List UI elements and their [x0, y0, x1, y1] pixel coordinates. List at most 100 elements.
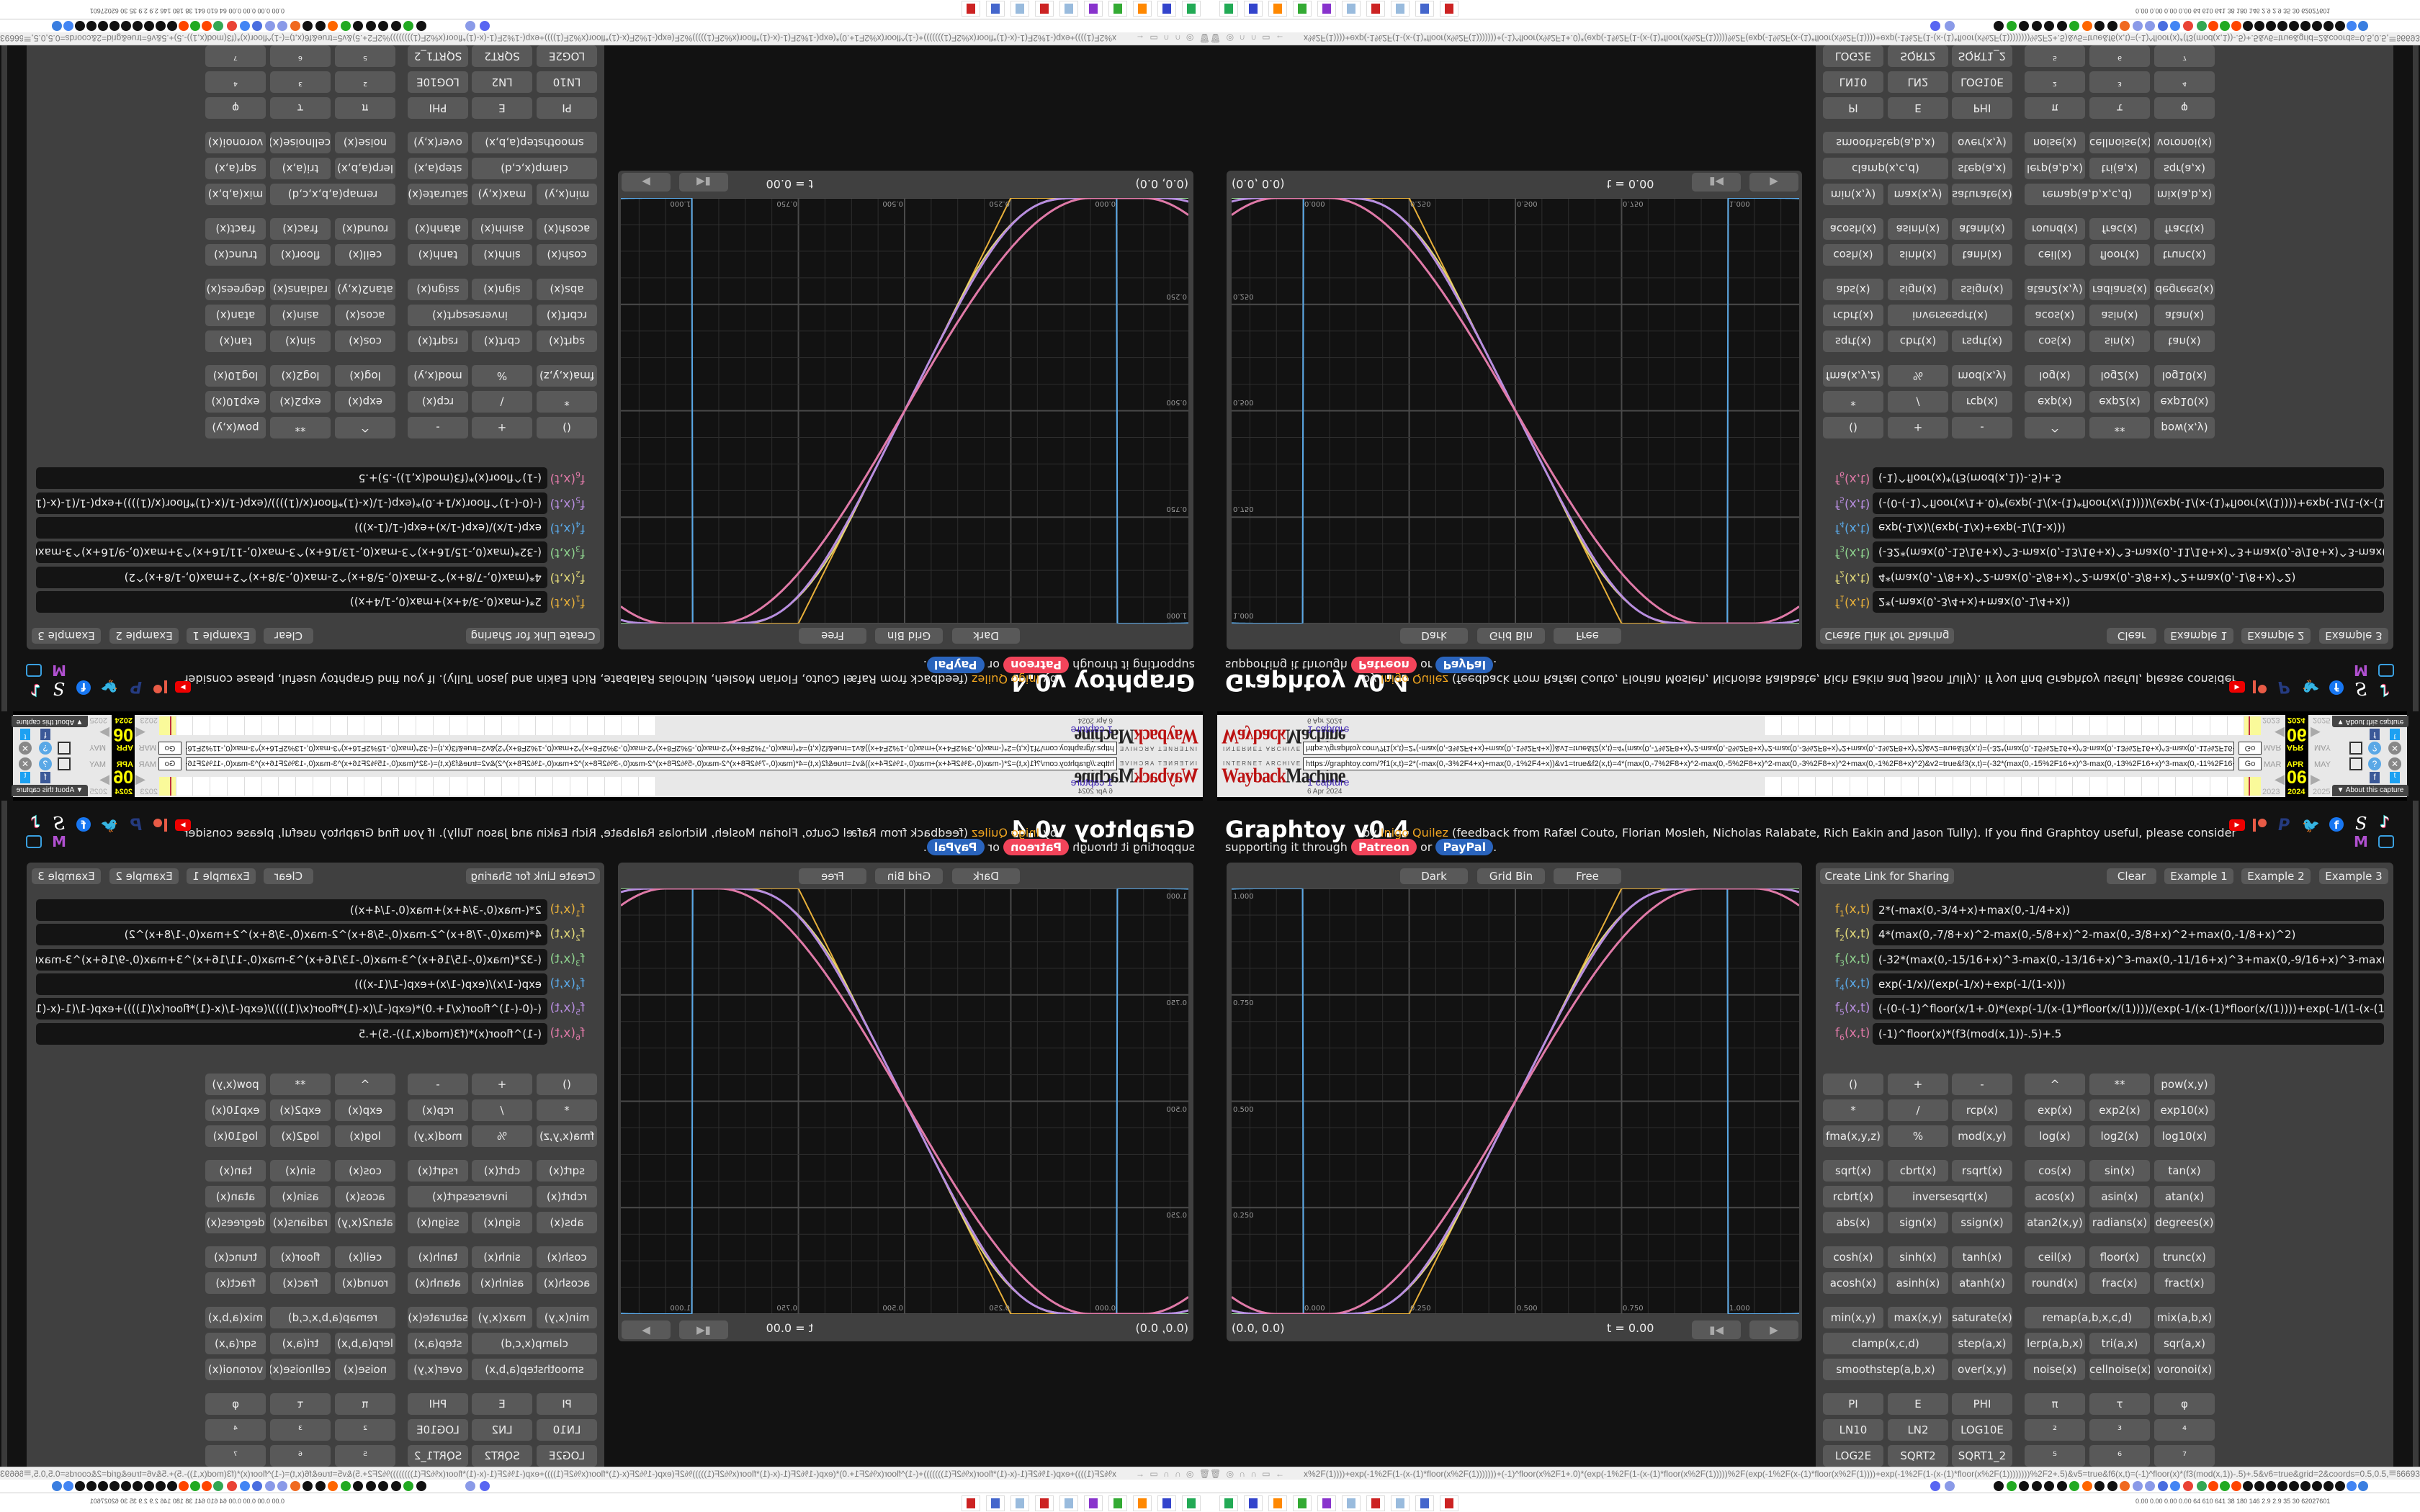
- insert-pi-button[interactable]: PI: [1823, 1393, 1883, 1415]
- timeline-cell[interactable]: [553, 777, 571, 796]
- rewind-button[interactable]: ▮◀: [1692, 173, 1741, 192]
- example-1-button[interactable]: Example 1: [2164, 628, 2233, 644]
- taskbar-app-icon[interactable]: [1182, 1495, 1201, 1511]
- insert-inversesqrt-x-button[interactable]: inversesqrt(x): [1888, 1186, 2012, 1207]
- insert-step-a-x-button[interactable]: step(a,x): [408, 1333, 468, 1354]
- tiktok-icon[interactable]: ♪: [30, 814, 40, 832]
- timeline-cell[interactable]: [210, 777, 228, 796]
- bookmark-icon[interactable]: [2312, 21, 2322, 31]
- insert-rsqrt-x-button[interactable]: rsqrt(x): [408, 1160, 468, 1182]
- bookmark-icon[interactable]: [328, 1481, 339, 1491]
- bookmark-icon[interactable]: [2069, 21, 2079, 31]
- timeline-cell[interactable]: [587, 777, 605, 796]
- insert--button[interactable]: -: [408, 417, 468, 438]
- bookmark-icon[interactable]: [315, 21, 326, 31]
- example-2-button[interactable]: Example 2: [109, 628, 179, 644]
- insert-step-a-x-button[interactable]: step(a,x): [1952, 1333, 2012, 1354]
- timeline-cell[interactable]: [2072, 716, 2090, 735]
- timeline-cell[interactable]: [228, 716, 245, 735]
- insert--button[interactable]: **: [270, 1074, 331, 1095]
- insert-sign-x-button[interactable]: sign(x): [1888, 1212, 1948, 1233]
- patreon-button[interactable]: Patreon: [1351, 839, 1417, 855]
- bookmark-icon[interactable]: [75, 21, 85, 31]
- insert-ln2-button[interactable]: LN2: [472, 1419, 532, 1441]
- insert--button[interactable]: ^: [335, 1074, 395, 1095]
- capture-timeline[interactable]: [158, 777, 656, 796]
- paypal-button[interactable]: PayPal: [926, 657, 985, 673]
- timeline-cell[interactable]: [1780, 716, 1798, 735]
- graph-plot[interactable]: [1232, 888, 1799, 1314]
- function-input[interactable]: 2*(-max(0,-3/4+x)+max(0,-1/4+x)): [36, 591, 547, 613]
- bookmark-icon[interactable]: [240, 1481, 250, 1491]
- bilibili-icon[interactable]: [2378, 664, 2394, 677]
- bilibili-icon[interactable]: [26, 835, 42, 848]
- insert-sqrt1-2-button[interactable]: SQRT1_2: [1952, 1445, 2012, 1467]
- insert-over-x-y-button[interactable]: over(x,y): [1952, 132, 2012, 153]
- function-input[interactable]: exp(-1/x)/(exp(-1/x)+exp(-1/(1-x))): [1873, 517, 2384, 539]
- play-button[interactable]: ▶: [1749, 173, 1798, 192]
- timeline-cell[interactable]: [364, 777, 382, 796]
- page-scrollbar[interactable]: [2413, 801, 2419, 1467]
- insert-sign-x-button[interactable]: sign(x): [1888, 279, 1948, 300]
- insert--button[interactable]: ⁴: [205, 71, 266, 93]
- taskbar-app-icon[interactable]: [1415, 1495, 1434, 1511]
- insert-round-x-button[interactable]: round(x): [335, 1272, 395, 1294]
- taskbar-app-icon[interactable]: [1157, 1495, 1176, 1511]
- insert-tri-a-x-button[interactable]: tri(a,x): [2089, 1333, 2150, 1354]
- tiktok-icon[interactable]: ♪: [2380, 814, 2390, 832]
- insert-mod-x-y-button[interactable]: mod(x,y): [408, 1125, 468, 1147]
- insert-frac-x-button[interactable]: frac(x): [270, 1272, 331, 1294]
- insert-sqrt2-button[interactable]: SQRT2: [1888, 45, 1948, 67]
- timeline-cell[interactable]: [536, 716, 554, 735]
- insert-smoothstep-a-b-x-button[interactable]: smoothstep(a,b,x): [472, 1359, 597, 1380]
- function-input[interactable]: (-1)^floor(x)*(f3(mod(x,1))-.5)+.5: [36, 1022, 547, 1045]
- shadertoy-icon[interactable]: S: [53, 678, 65, 698]
- insert-ssign-x-button[interactable]: ssign(x): [1952, 1212, 2012, 1233]
- bookmark-icon[interactable]: [2266, 21, 2276, 31]
- next-arrow-icon[interactable]: ▶: [99, 726, 109, 740]
- bookmark-icon[interactable]: [52, 21, 62, 31]
- timeline-cell[interactable]: [176, 716, 194, 735]
- insert-sqrt-x-button[interactable]: sqrt(x): [1823, 1160, 1883, 1182]
- insert-floor-x-button[interactable]: floor(x): [2089, 1246, 2150, 1268]
- insert--button[interactable]: (): [537, 417, 597, 438]
- grid-bin-button[interactable]: Grid Bin: [875, 868, 943, 884]
- insert-clamp-x-c-d-button[interactable]: clamp(x,c,d): [1823, 158, 1948, 179]
- insert-acosh-x-button[interactable]: acosh(x): [1823, 1272, 1883, 1294]
- year-next[interactable]: 2025: [89, 716, 107, 724]
- insert-degrees-x-button[interactable]: degrees(x): [205, 1212, 266, 1233]
- example-2-button[interactable]: Example 2: [109, 868, 179, 884]
- graph-canvas[interactable]: 1.000 0.750 0.500 0.250 0.000 0.250 0.50…: [621, 888, 1188, 1314]
- bookmark-icon[interactable]: [378, 1481, 389, 1491]
- insert-step-a-x-button[interactable]: step(a,x): [408, 158, 468, 179]
- insert-cellnoise-x-button[interactable]: cellnoise(x): [2089, 132, 2150, 153]
- timeline-cell[interactable]: [2106, 716, 2124, 735]
- twitter-share-icon[interactable]: t: [2390, 772, 2400, 783]
- bookmark-icon[interactable]: [2323, 21, 2334, 31]
- insert--button[interactable]: ⁴: [2154, 71, 2215, 93]
- taskbar-app-icon[interactable]: [1182, 1, 1201, 17]
- taskbar-app-icon[interactable]: [1244, 1495, 1263, 1511]
- insert-min-x-y-button[interactable]: min(x,y): [1823, 184, 1883, 205]
- toolbar-icons[interactable]: 🗑 ◎ ∩ ∩ ▭ ←: [1210, 1469, 1286, 1479]
- taskbar-app-icon[interactable]: [1108, 1, 1127, 17]
- insert-cos-x-button[interactable]: cos(x): [335, 1160, 395, 1182]
- insert-tanh-x-button[interactable]: tanh(x): [1952, 1246, 2012, 1268]
- insert--button[interactable]: *: [537, 1099, 597, 1121]
- insert-noise-x-button[interactable]: noise(x): [2025, 1359, 2085, 1380]
- shadertoy-icon[interactable]: S: [2355, 814, 2367, 834]
- timeline-cell[interactable]: [1952, 716, 1970, 735]
- timeline-cell[interactable]: [244, 777, 262, 796]
- insert-acos-x-button[interactable]: acos(x): [335, 1186, 395, 1207]
- insert-pi-button[interactable]: PI: [537, 1393, 597, 1415]
- timeline-cell[interactable]: [2158, 777, 2176, 796]
- facebook-icon[interactable]: f: [76, 680, 91, 695]
- insert-atanh-x-button[interactable]: atanh(x): [408, 1272, 468, 1294]
- bookmark-icon[interactable]: [277, 1481, 288, 1491]
- insert--button[interactable]: ²: [335, 1419, 395, 1441]
- insert-mix-a-b-x-button[interactable]: mix(a,b,x): [2154, 184, 2215, 205]
- insert-fma-x-y-z-button[interactable]: fma(x,y,z): [1823, 1125, 1883, 1147]
- tiktok-icon[interactable]: ♪: [30, 680, 40, 698]
- twitter-icon[interactable]: 🐦: [2302, 816, 2320, 834]
- bookmark-icon[interactable]: [290, 21, 300, 31]
